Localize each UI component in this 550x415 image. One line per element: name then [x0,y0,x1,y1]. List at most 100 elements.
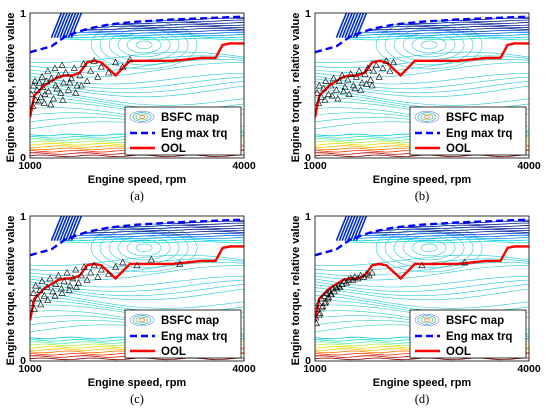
operating-point-marker [57,89,65,96]
bsfc-contour-line [344,13,356,38]
operating-point-marker [327,81,335,89]
operating-point-marker [49,287,57,295]
operating-point-marker [90,261,98,269]
bsfc-contour-line [56,216,68,242]
bsfc-contour-line [50,13,63,39]
legend: BSFC map Eng max trq OOL [124,106,242,156]
operating-point-marker [418,261,426,269]
y-axis-label: Engine torque, relative value [290,216,302,366]
operating-point-marker [119,63,127,70]
above-max-torque-area [30,216,244,256]
operating-point-marker [357,271,365,279]
bsfc-legend-icon [417,112,437,122]
bsfc-contour-ring [135,40,153,50]
bsfc-legend-icon [414,313,440,327]
bsfc-contour-line [64,13,77,39]
operating-point-marker [315,99,323,106]
operating-point-marker [59,96,67,103]
bsfc-contour-line [30,84,244,98]
operating-point-marker [339,87,348,95]
operating-point-marker [63,268,71,276]
operating-point-marker [62,68,70,76]
operating-point-marker [352,73,360,80]
legend-label: Eng max trq [161,128,227,140]
operating-point-marker [60,277,68,285]
operating-point-marker [332,86,340,93]
bsfc-contour-line [30,87,244,106]
operating-point-marker [58,289,66,296]
bsfc-contour-line [53,216,65,241]
operating-point-marker [372,61,380,68]
operating-point-marker [126,55,134,63]
bsfc-legend-icon [414,110,440,124]
operating-point-marker [77,81,85,89]
bsfc-contour-line [30,240,244,244]
legend: BSFC map Eng max trq OOL [124,309,242,359]
bsfc-contour-ring [411,239,447,257]
operating-point-marker [39,83,47,90]
operating-point-marker [30,81,38,89]
bsfc-contour-line [315,76,529,89]
bsfc-legend-icon [138,318,146,322]
operating-point-marker [315,305,321,312]
chart-panel-4: 1000 4000 0 1 Engine speed, rpm Engine torque… [290,211,541,406]
operating-point-marker [54,271,63,279]
operating-point-marker [329,74,338,82]
bsfc-contour-line [64,216,77,242]
axes-frame [29,215,245,362]
chart-panel-2: 1000 4000 0 1 Engine speed, rpm Engine torque… [290,8,541,203]
bsfc-contour-line [349,13,362,39]
panel-caption: (b) [415,189,430,203]
bsfc-contour-line [344,216,356,241]
operating-point-marker [345,90,353,97]
bsfc-legend-icon [129,313,155,327]
legend-label: BSFC map [446,315,504,327]
y-tick-label: 0 [305,355,311,367]
y-tick-label: 1 [305,211,311,223]
bsfc-legend-icon [138,115,146,119]
operating-point-marker [40,292,48,299]
legend-label: Eng max trq [446,128,512,140]
ool-line [315,245,529,321]
bsfc-contour-line [335,216,348,242]
bsfc-contour-line [341,13,353,39]
operating-point-marker [133,261,141,269]
operating-point-marker [44,87,53,95]
operating-point-marker [338,71,346,79]
operating-point-marker [364,64,372,71]
bsfc-contour-line [315,254,529,266]
operating-point-marker [90,57,98,64]
operating-point-marker [369,67,378,74]
operating-point-marker [69,274,77,282]
x-tick-label: 4000 [232,160,256,172]
y-tick-label: 1 [20,211,26,223]
operating-point-marker [321,96,329,103]
operating-point-marker [94,73,102,80]
operating-point-marker [51,64,59,71]
operating-point-marker [321,299,329,306]
bsfc-contour-line [30,276,244,288]
operating-point-marker [53,84,61,92]
above-max-torque-area [30,13,244,53]
operating-point-marker [147,255,155,263]
bsfc-contour-line [315,284,529,297]
operating-point-marker [328,92,336,99]
x-axis-label: Engine speed, rpm [373,174,472,186]
x-tick-label: 1000 [18,160,42,172]
legend: BSFC map Eng max trq OOL [409,309,527,359]
bsfc-contour-line [315,287,529,301]
bsfc-contour-line [30,81,244,94]
operating-point-marker [32,281,40,289]
operating-point-marker [35,78,43,86]
bsfc-contour-line [347,216,359,242]
operating-point-marker [44,67,52,74]
operating-point-marker [325,90,333,97]
y-tick-label: 1 [305,8,311,20]
bsfc-contour-line [59,216,71,241]
operating-point-marker [315,319,320,327]
bsfc-contour-line [341,216,353,242]
bsfc-contour-ring [420,40,438,50]
operating-point-marker [351,84,359,92]
operating-point-marker [334,94,342,102]
